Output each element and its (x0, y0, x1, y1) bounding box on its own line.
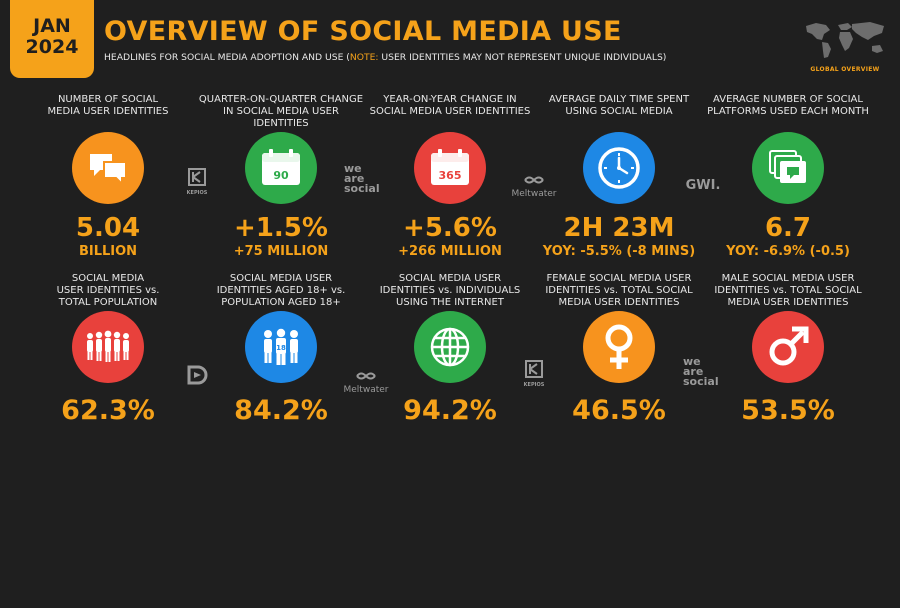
calendar-icon: 90 (245, 132, 317, 204)
stat-tile-daily-time: AVERAGE DAILY TIME SPENT USING SOCIAL MED… (534, 94, 704, 260)
stat-label-line: USING THE INTERNET (396, 297, 504, 308)
meltwater-mark-icon (524, 176, 544, 184)
stat-value: 46.5% (572, 395, 666, 426)
we-are-social-logo-2: we are social (683, 355, 727, 388)
stat-label-line: FEMALE SOCIAL MEDIA USER (546, 273, 692, 284)
stat-label-line: AVERAGE DAILY TIME SPENT (548, 94, 690, 105)
adults-18-icon: 18 (245, 311, 317, 383)
stat-subvalue: BILLION (78, 244, 138, 259)
stat-tile-platforms: AVERAGE NUMBER OF SOCIAL PLATFORMS USED E… (703, 94, 873, 260)
calendar-number: 90 (273, 169, 289, 182)
stat-tile-vs-internet: SOCIAL MEDIA USER IDENTITIES vs. INDIVIDU… (365, 273, 535, 425)
stat-value: +1.5% (234, 213, 328, 243)
stat-label-line: MEDIA USER IDENTITIES (727, 297, 849, 308)
stat-label-line: MEDIA USER IDENTITIES (558, 297, 680, 308)
stat-value: 94.2% (403, 395, 497, 426)
female-symbol-icon (583, 311, 655, 383)
globe-icon (414, 311, 486, 383)
stat-label-line: IDENTITIES vs. TOTAL SOCIAL (714, 285, 862, 296)
stat-label-line: MEDIA USER IDENTITIES (47, 106, 169, 117)
stat-label-line: SOCIAL MEDIA USER (398, 273, 502, 284)
subtitle-post: USER IDENTITIES MAY NOT REPRESENT UNIQUE… (378, 52, 667, 63)
logo-word: we (344, 162, 362, 175)
stat-subvalue: YOY: -6.9% (-0.5) (726, 244, 850, 259)
stat-value: 62.3% (61, 395, 155, 426)
crowd-icon (72, 311, 144, 383)
stat-tile-adults-18: SOCIAL MEDIA USER IDENTITIES AGED 18+ vs.… (196, 273, 366, 425)
meltwater-logo: Meltwater (508, 170, 560, 199)
meltwater-text: Meltwater (511, 189, 557, 199)
page-subtitle: HEADLINES FOR SOCIAL MEDIA ADOPTION AND … (104, 52, 666, 63)
stat-label-line: POPULATION AGED 18+ (221, 297, 341, 308)
stat-label-line: USER IDENTITIES vs. (56, 285, 160, 296)
stat-label-line: TOTAL POPULATION (58, 297, 158, 308)
kepios-logo: KEPIOS (185, 168, 209, 196)
stat-value: 2H 23M (563, 213, 675, 243)
world-map-icon (806, 22, 884, 58)
global-overview-label: GLOBAL OVERVIEW (810, 66, 880, 73)
meltwater-text: Meltwater (343, 385, 389, 395)
stat-value: 5.04 (75, 213, 141, 243)
stat-tile-vs-population: SOCIAL MEDIA USER IDENTITIES vs. TOTAL POP… (23, 273, 193, 425)
datareportal-mark-icon (187, 365, 208, 385)
kepios-mark-icon (188, 168, 206, 186)
stat-value: +5.6% (403, 213, 497, 243)
chat-bubbles-icon (72, 132, 144, 204)
stat-subvalue: +75 MILLION (233, 244, 329, 259)
male-symbol-icon (752, 311, 824, 383)
kepios-logo-2: KEPIOS (522, 360, 546, 388)
stat-label-line: PLATFORMS USED EACH MONTH (707, 106, 869, 117)
stat-label-line: IDENTITIES vs. TOTAL SOCIAL (545, 285, 693, 296)
logo-word: are (683, 365, 704, 378)
stat-value: 84.2% (234, 395, 328, 426)
logo-word: social (683, 375, 719, 388)
stat-value: 6.7 (764, 213, 812, 243)
stat-label-line: IDENTITIES vs. INDIVIDUALS (379, 285, 521, 296)
stat-label-line: SOCIAL MEDIA USER IDENTITIES (369, 106, 531, 117)
age-18-label: 18 (276, 344, 286, 352)
stacked-chat-icon (752, 132, 824, 204)
logo-word: social (344, 182, 380, 195)
we-are-social-logo: we are social (344, 162, 388, 195)
date-month: JAN (33, 15, 71, 37)
stat-tile-female: FEMALE SOCIAL MEDIA USER IDENTITIES vs. T… (534, 273, 704, 425)
gwi-logo: GWI. (685, 178, 721, 193)
stat-label-line: MALE SOCIAL MEDIA USER (721, 273, 855, 284)
kepios-text: KEPIOS (186, 190, 208, 196)
stat-label-line: SOCIAL MEDIA (71, 273, 145, 284)
kepios-text: KEPIOS (523, 382, 545, 388)
date-year: 2024 (25, 36, 79, 58)
date-badge: JAN 2024 (10, 0, 94, 78)
page-title: OVERVIEW OF SOCIAL MEDIA USE (104, 16, 622, 47)
kepios-mark-icon (525, 360, 543, 378)
stat-label-line: IN SOCIAL MEDIA USER IDENTITIES (223, 106, 339, 129)
subtitle-note: NOTE: (349, 52, 379, 63)
logo-word: are (344, 172, 365, 185)
stat-tile-male: MALE SOCIAL MEDIA USER IDENTITIES vs. TOT… (703, 273, 873, 425)
stat-label-line: AVERAGE NUMBER OF SOCIAL (713, 94, 863, 105)
calendar-number: 365 (439, 169, 462, 182)
stat-tile-social-media-users: NUMBER OF SOCIAL MEDIA USER IDENTITIES 5.… (23, 94, 193, 260)
stat-label-line: YEAR-ON-YEAR CHANGE IN (383, 94, 517, 105)
stat-subvalue: YOY: -5.5% (-8 MINS) (542, 244, 696, 259)
stat-label-line: QUARTER-ON-QUARTER CHANGE (198, 94, 364, 105)
stat-label-line: IDENTITIES AGED 18+ vs. (216, 285, 346, 296)
stat-tile-yoy-change: YEAR-ON-YEAR CHANGE IN SOCIAL MEDIA USER … (365, 94, 535, 260)
stat-label-line: USING SOCIAL MEDIA (565, 106, 673, 117)
logo-word: we (683, 355, 701, 368)
stat-value: 53.5% (741, 395, 835, 426)
meltwater-mark-icon (356, 372, 376, 380)
calendar-icon: 365 (414, 132, 486, 204)
stat-tile-qoq-change: QUARTER-ON-QUARTER CHANGE IN SOCIAL MEDIA… (196, 94, 366, 260)
subtitle-pre: HEADLINES FOR SOCIAL MEDIA ADOPTION AND … (104, 52, 350, 63)
clock-icon (583, 132, 655, 204)
meltwater-logo-2: Meltwater (338, 366, 394, 395)
stat-subvalue: +266 MILLION (398, 244, 502, 259)
datareportal-logo (184, 364, 212, 390)
stat-label-line: SOCIAL MEDIA USER (229, 273, 333, 284)
stat-label-line: NUMBER OF SOCIAL (57, 94, 159, 105)
